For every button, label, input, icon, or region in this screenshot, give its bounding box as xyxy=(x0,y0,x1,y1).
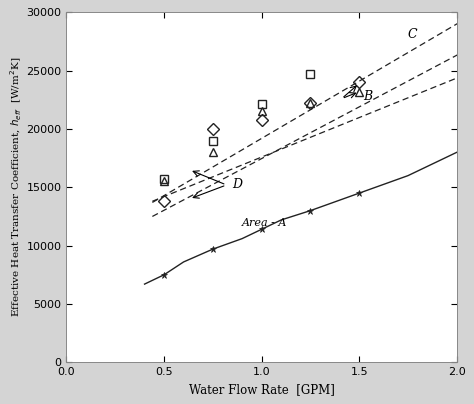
Text: C: C xyxy=(408,28,418,41)
Text: D: D xyxy=(232,179,242,191)
X-axis label: Water Flow Rate  [GPM]: Water Flow Rate [GPM] xyxy=(189,383,335,396)
Y-axis label: Effective Heat Transfer Coefficient, $\it{h}_{eff}$  [W/m$^2$K]: Effective Heat Transfer Coefficient, $\i… xyxy=(9,57,24,318)
Text: Area - A: Area - A xyxy=(242,218,288,228)
Text: B: B xyxy=(363,90,372,103)
